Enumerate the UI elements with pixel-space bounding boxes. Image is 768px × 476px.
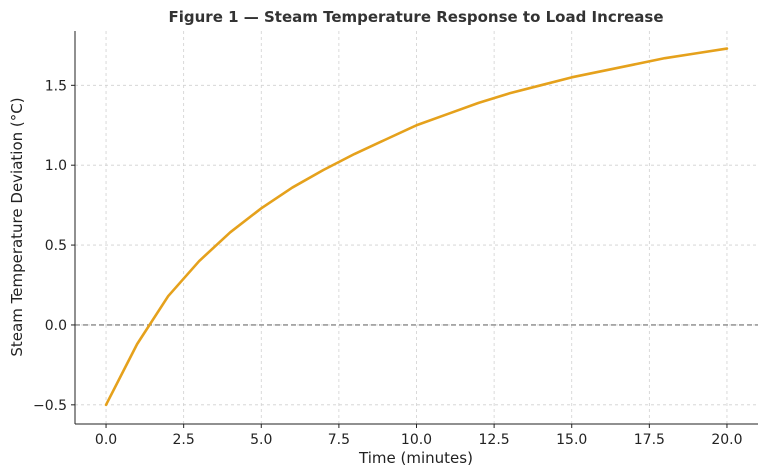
x-tick-label: 17.5 [634, 432, 665, 448]
x-axis-label: Time (minutes) [358, 449, 473, 467]
series-layer [104, 47, 729, 407]
axes [74, 31, 758, 425]
x-tick-label: 12.5 [479, 432, 510, 448]
x-tick-label: 10.0 [401, 432, 432, 448]
x-tick-label: 20.0 [711, 432, 742, 448]
y-tick-label: 0.5 [45, 238, 67, 254]
grid [75, 31, 758, 424]
chart-title: Figure 1 — Steam Temperature Response to… [169, 8, 664, 26]
x-tick-label: 2.5 [173, 432, 195, 448]
y-tick-label: −0.5 [33, 398, 67, 414]
y-tick-label: 0.0 [45, 318, 67, 334]
ticks: 0.0 2.5 5.0 7.5 10.0 12.5 15.0 17.5 20.0 −0.5 0.0 0… [33, 78, 743, 448]
y-tick-label: 1.0 [45, 158, 67, 174]
y-axis-label: Steam Temperature Deviation (°C) [8, 97, 26, 356]
y-tick-label: 1.5 [45, 78, 67, 94]
x-tick-label: 7.5 [328, 432, 350, 448]
x-tick-label: 5.0 [250, 432, 272, 448]
x-tick-label: 0.0 [95, 432, 117, 448]
x-tick-label: 15.0 [556, 432, 587, 448]
series-line [104, 47, 729, 407]
